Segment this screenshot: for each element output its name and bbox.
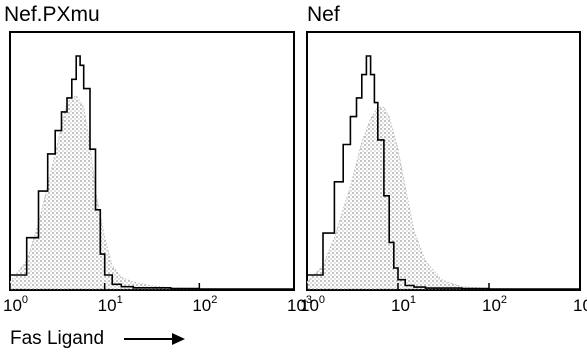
histogram-series-1-area — [306, 106, 581, 290]
x-tick-label: 100 — [3, 294, 28, 315]
histogram-series-2-line — [10, 55, 294, 290]
x-tick-label: 102 — [192, 294, 217, 315]
x-tick-label: 100 — [300, 294, 325, 315]
x-tick-label: 103 — [287, 294, 312, 315]
chart-title-nef-pxmu: Nef.PXmu — [4, 3, 100, 26]
x-tick-label: 101 — [98, 294, 123, 315]
x-tick-label: 103 — [573, 294, 587, 315]
histogram-series-1-area — [9, 95, 295, 290]
x-tick-label: 101 — [391, 294, 416, 315]
plot-frame — [9, 31, 295, 291]
arrow-right-icon — [124, 333, 185, 345]
x-tick-label: 102 — [482, 294, 507, 315]
plot-frame — [306, 31, 581, 291]
chart-title-nef: Nef — [307, 3, 340, 26]
histogram-series-2-line — [307, 55, 580, 290]
x-axis-label: Fas Ligand — [10, 328, 105, 349]
